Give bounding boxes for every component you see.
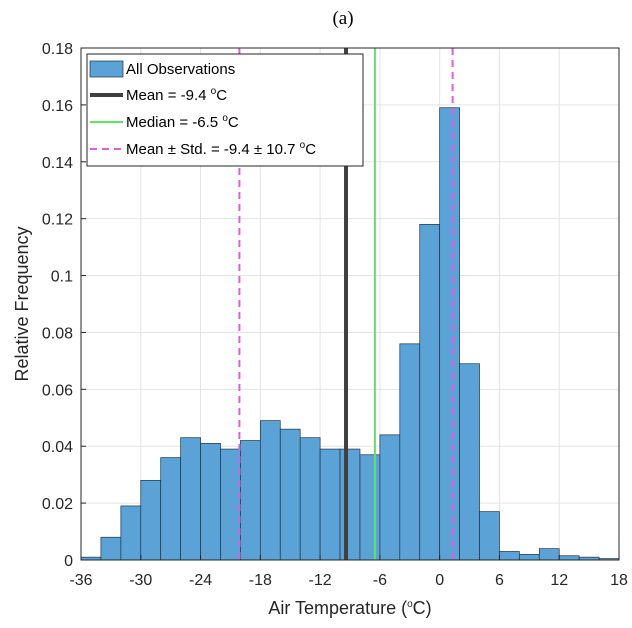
legend: All Observations Mean = -9.4 oC Median = -… [86,53,364,167]
histogram-bar [140,480,162,561]
x-tick-label: 18 [610,572,628,589]
x-tick-label: -18 [249,572,272,589]
histogram-bar [299,437,321,561]
histogram-bar [160,457,181,561]
legend-box [86,53,364,167]
y-tick-label: 0.16 [42,98,73,115]
x-tick-label: 12 [550,572,568,589]
y-axis-title: Relative Frequency [12,226,32,381]
legend-label: Median = -6.5 oC [126,113,239,131]
x-tick-label: -6 [373,572,387,589]
histogram-bar [319,448,341,561]
y-tick-label: 0 [64,553,73,570]
y-tick-label: 0.02 [42,496,73,513]
histogram-bar [359,454,381,561]
histogram-bar [259,420,281,561]
legend-label: All Observations [126,61,235,78]
y-tick-label: 0.12 [42,212,73,229]
legend-swatch [89,60,124,78]
y-tick-label: 0.04 [42,439,73,456]
histogram-bar [220,448,241,561]
legend-label: Mean = -9.4 oC [126,86,227,104]
y-tick-label: 0.14 [42,155,73,172]
histogram-bars [80,107,620,561]
histogram-bar [379,434,401,561]
histogram-bar [519,553,540,561]
x-axis-title-main: Air Temperature ( [268,598,407,618]
histogram-bar [100,536,122,561]
histogram-bar [479,511,500,561]
plot-area-frame [80,47,620,561]
legend-label: Mean ± Std. = -9.4 ± 10.7 oC [126,140,316,158]
histogram-bar [279,428,301,561]
histogram-bar [439,107,460,561]
y-tick-label: 0.06 [42,382,73,399]
x-axis-title-sup: o [407,599,413,610]
x-tick-label: 0 [435,572,444,589]
histogram-bar [120,505,142,561]
chart-title: (a) [332,8,353,29]
histogram-bar [538,548,560,561]
histogram-bar [399,343,421,561]
histogram-bar [459,363,480,561]
y-tick-label: 0.1 [51,269,73,286]
y-tick-label: 0.18 [42,41,73,58]
histogram-bar [419,224,441,561]
x-axis-title-end: C) [413,598,432,618]
x-tick-label: -36 [69,572,92,589]
histogram-bar [200,443,221,561]
x-tick-label: -30 [129,572,152,589]
x-tick-label: 6 [495,572,504,589]
y-axis-ticks: 0 0.02 0.04 0.06 0.08 0.1 0.12 0.14 0.16 0.18 [42,41,86,570]
histogram-bar [240,440,261,561]
y-tick-label: 0.08 [42,325,73,342]
x-axis-ticks: -36 -30 -24 -18 -12 -6 0 6 12 18 [69,555,628,589]
x-axis-title: Air Temperature (oC) [268,598,431,618]
histogram-bar [558,555,580,561]
x-tick-label: -12 [309,572,332,589]
histogram-bar [339,448,361,561]
histogram-bar [499,551,520,561]
histogram-bar [180,437,201,561]
x-tick-label: -24 [189,572,212,589]
